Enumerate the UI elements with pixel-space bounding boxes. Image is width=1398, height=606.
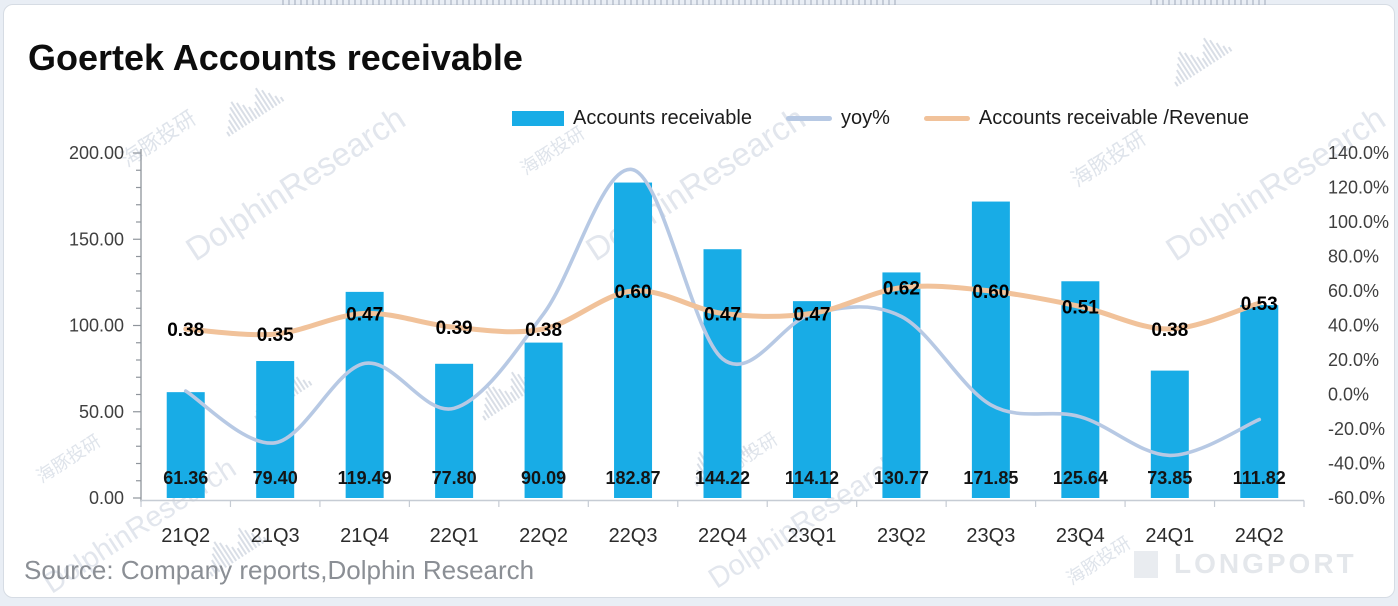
- bar: [345, 291, 384, 498]
- longport-logo: LONGPORT: [1134, 548, 1357, 580]
- right-axis-tick-label: 80.0%: [1328, 247, 1379, 267]
- bar-data-label: 114.12: [785, 468, 839, 488]
- left-axis-tick-label: 50.00: [79, 402, 124, 422]
- bar-data-label: 125.64: [1053, 468, 1108, 488]
- bar: [1061, 281, 1100, 498]
- right-axis-tick-label: 100.0%: [1328, 212, 1389, 232]
- bar: [435, 363, 474, 498]
- bar-data-label: 119.49: [338, 468, 392, 488]
- right-axis-tick-label: 140.0%: [1328, 143, 1389, 163]
- bar-data-label: 182.87: [606, 468, 661, 488]
- ratio-data-label: 0.38: [167, 320, 204, 341]
- left-axis-tick-label: 100.00: [69, 316, 124, 336]
- bar: [524, 342, 563, 498]
- chart-layer: 200.00 150.00 100.00 50.00 0.00 140.0% 120.0% 1…: [4, 5, 1394, 597]
- x-axis-category-label: 22Q2: [519, 525, 568, 547]
- left-axis-tick-label: 0.00: [89, 488, 124, 508]
- longport-logo-icon: [1134, 550, 1158, 578]
- bar-data-label: 171.85: [963, 468, 1018, 488]
- bar-data-label: 61.36: [163, 468, 208, 488]
- x-axis-category-label: 23Q4: [1056, 525, 1105, 547]
- bar: [256, 361, 295, 498]
- bar-data-label: 144.22: [695, 468, 750, 488]
- ratio-data-label: 0.35: [257, 325, 294, 346]
- right-axis-tick-label: 40.0%: [1328, 316, 1379, 336]
- bar: [971, 201, 1010, 498]
- ratio-data-label: 0.62: [883, 279, 920, 300]
- x-axis-category-label: 21Q2: [161, 525, 210, 547]
- bar: [1240, 305, 1279, 498]
- bar-data-label: 130.77: [874, 468, 929, 488]
- bar: [792, 301, 831, 498]
- x-axis-category-label: 23Q3: [966, 525, 1015, 547]
- ratio-data-label: 0.38: [1151, 320, 1188, 341]
- left-axis-tick-label: 150.00: [69, 229, 124, 249]
- ratio-data-label: 0.47: [793, 304, 830, 325]
- bar-data-label: 111.82: [1233, 468, 1286, 488]
- watermark-layer: DolphinResearch DolphinResearch DolphinR…: [4, 5, 1394, 597]
- ratio-data-label: 0.60: [615, 282, 652, 303]
- ratio-data-label: 0.38: [525, 320, 562, 341]
- right-axis-tick-label: 60.0%: [1328, 281, 1379, 301]
- bar: [1150, 370, 1189, 498]
- longport-logo-text: LONGPORT: [1174, 548, 1357, 579]
- top-edge-watermark-marks-right: [1150, 0, 1270, 5]
- x-axis-category-label: 22Q1: [430, 525, 479, 547]
- left-axis-tick-label: 200.00: [69, 143, 124, 163]
- bar-data-label: 77.80: [432, 468, 477, 488]
- bar: [703, 249, 742, 498]
- right-axis-tick-label: 0.0%: [1328, 385, 1369, 405]
- ratio-data-label: 0.47: [346, 304, 383, 325]
- right-axis-tick-label: -60.0%: [1328, 488, 1385, 508]
- x-axis-category-label: 22Q4: [698, 525, 747, 547]
- bar-data-label: 73.85: [1147, 468, 1192, 488]
- ratio-line: [183, 283, 1262, 338]
- x-axis-category-label: 22Q3: [609, 525, 658, 547]
- bar: [166, 392, 205, 498]
- chart-canvas: 200.00 150.00 100.00 50.00 0.00 140.0% 120.0% 1…: [69, 143, 1389, 547]
- right-axis-tick-label: 20.0%: [1328, 350, 1379, 370]
- ratio-data-label: 0.39: [436, 318, 473, 339]
- ratio-data-label: 0.53: [1241, 294, 1278, 315]
- right-axis-tick-label: -40.0%: [1328, 454, 1385, 474]
- chart-card: DolphinResearch DolphinResearch DolphinR…: [3, 4, 1395, 598]
- bar: [882, 272, 921, 498]
- bar: [614, 182, 653, 498]
- right-axis-tick-label: -20.0%: [1328, 419, 1385, 439]
- x-axis-category-label: 23Q2: [877, 525, 926, 547]
- ratio-data-label: 0.51: [1062, 298, 1099, 319]
- bar-data-label: 90.09: [521, 468, 566, 488]
- ratio-data-label: 0.60: [972, 282, 1009, 303]
- right-axis-tick-label: 120.0%: [1328, 178, 1389, 198]
- top-edge-watermark-marks: [282, 0, 896, 5]
- x-axis-category-label: 23Q1: [787, 525, 836, 547]
- x-axis-category-label: 21Q4: [340, 525, 389, 547]
- x-axis-category-label: 24Q2: [1235, 525, 1284, 547]
- x-axis-category-label: 21Q3: [251, 525, 300, 547]
- ratio-data-label: 0.47: [704, 304, 741, 325]
- bar-data-label: 79.40: [253, 468, 298, 488]
- x-axis-category-label: 24Q1: [1145, 525, 1194, 547]
